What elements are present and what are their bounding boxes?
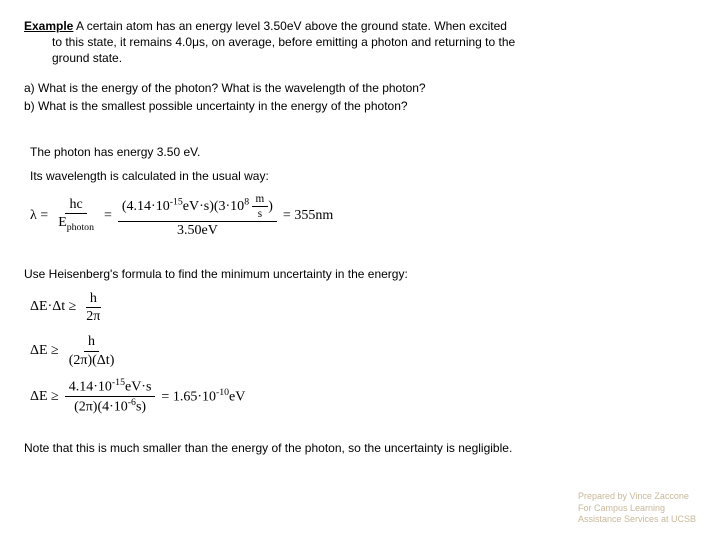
frac2-den: 3.50eV — [173, 222, 222, 238]
footer-line2: For Campus Learning — [578, 503, 696, 515]
question-a: a) What is the energy of the photon? Wha… — [24, 81, 696, 95]
answer-line2: Its wavelength is calculated in the usua… — [24, 169, 696, 183]
example-line2: to this state, it remains 4.0μs, on aver… — [24, 34, 696, 50]
heisenberg-lhs: ΔE·Δt ≥ — [30, 299, 76, 315]
frac-de-numeric: 4.14·10-15eV·s (2π)(4·10-6s) — [65, 378, 156, 415]
de-num-top: 4.14·10-15eV·s — [65, 378, 156, 397]
answer-line4: Note that this is much smaller than the … — [24, 441, 696, 455]
frac-h-2pi: h 2π — [82, 291, 104, 325]
question-b: b) What is the smallest possible uncerta… — [24, 99, 696, 113]
formula-wavelength: λ = hc Ephoton = (4.14·10-15eV·s)(3·108 … — [30, 193, 696, 239]
formula-de: ΔE ≥ h (2π)(Δt) — [30, 334, 696, 368]
example-line3: ground state. — [24, 50, 696, 66]
footer-line3: Assistance Services at UCSB — [578, 514, 696, 526]
frac-h-2pidt: h (2π)(Δt) — [65, 334, 119, 368]
formula-de-numeric: ΔE ≥ 4.14·10-15eV·s (2π)(4·10-6s) = 1.65… — [30, 378, 696, 415]
lambda-lhs: λ = — [30, 208, 48, 224]
example-text: Example A certain atom has an energy lev… — [24, 18, 696, 67]
frac-hc-over-e: hc Ephoton — [54, 197, 98, 234]
example-label: Example — [24, 19, 73, 33]
frac2-num: (4.14·10-15eV·s)(3·108 ms) — [118, 193, 277, 223]
frac1-num: hc — [65, 197, 86, 214]
example-block: Example A certain atom has an energy lev… — [24, 18, 696, 67]
frac1-den: Ephoton — [54, 214, 98, 234]
eq1: = — [104, 208, 112, 224]
footer-credit: Prepared by Vince Zaccone For Campus Lea… — [578, 491, 696, 526]
answer-line3: Use Heisenberg's formula to find the min… — [24, 267, 696, 281]
de-result: = 1.65·10-10eV — [161, 387, 245, 406]
de-lhs: ΔE ≥ — [30, 343, 59, 359]
answer-line1: The photon has energy 3.50 eV. — [24, 145, 696, 159]
example-line1: A certain atom has an energy level 3.50e… — [76, 19, 507, 33]
frac-numeric: (4.14·10-15eV·s)(3·108 ms) 3.50eV — [118, 193, 277, 239]
footer-line1: Prepared by Vince Zaccone — [578, 491, 696, 503]
de-num-bot: (2π)(4·10-6s) — [70, 397, 150, 415]
wavelength-result: = 355nm — [283, 208, 333, 224]
formula-heisenberg: ΔE·Δt ≥ h 2π — [30, 291, 696, 325]
de-num-lhs: ΔE ≥ — [30, 389, 59, 405]
